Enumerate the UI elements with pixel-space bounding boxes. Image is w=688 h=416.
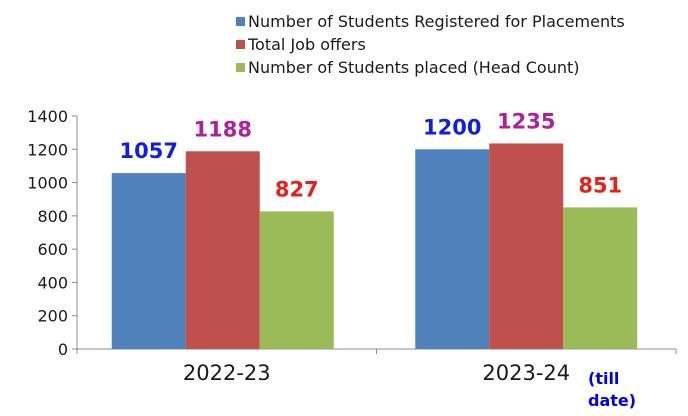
legend-item: Total Job offers [236,33,625,56]
y-tick-label: 1000 [27,174,68,193]
bar [185,151,260,349]
chart-axes: 0 200 400 600 800 1000 1200 1400 2022-23 2023-24 [27,107,677,385]
data-label: 827 [275,177,319,201]
legend-item: Number of Students placed (Head Count) [236,56,625,79]
legend-item: Number of Students Registered for Placem… [236,10,625,33]
y-tick-label: 200 [37,307,68,326]
data-label: 1235 [497,109,555,133]
x-tick-label: 2023-24 [482,361,570,385]
bar [415,149,490,349]
legend-swatch [236,63,245,72]
data-label: 1200 [423,115,481,139]
legend-swatch [236,17,245,26]
y-tick-label: 400 [37,273,68,292]
chart-bars [111,143,638,349]
data-label: 1057 [120,139,178,163]
y-tick-label: 0 [58,340,68,359]
y-tick-label: 800 [37,207,68,226]
bar [563,207,638,349]
bar [111,173,186,349]
legend-label: Number of Students Registered for Placem… [248,12,625,31]
legend-swatch [236,40,245,49]
till-date-note: (till date) [588,369,637,410]
y-tick-label: 1200 [27,140,68,159]
data-label: 1188 [194,117,252,141]
chart-legend: Number of Students Registered for Placem… [236,10,625,79]
bar [259,211,334,349]
data-label: 851 [578,173,622,197]
chart-data-labels: 1057 1188 827 1200 1235 851 [120,109,623,201]
legend-label: Number of Students placed (Head Count) [248,58,580,77]
y-tick-label: 600 [37,240,68,259]
legend-label: Total Job offers [248,35,366,54]
y-tick-label: 1400 [27,107,68,126]
x-tick-label: 2022-23 [183,361,271,385]
bar [489,143,564,349]
